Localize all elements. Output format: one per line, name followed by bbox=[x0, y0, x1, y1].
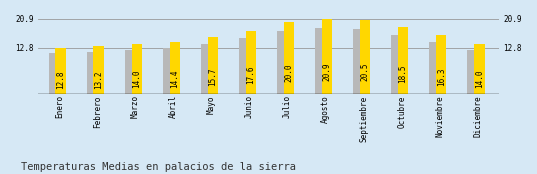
Bar bbox=[315, 28, 326, 94]
Text: 20.9: 20.9 bbox=[323, 62, 331, 81]
Bar bbox=[208, 37, 218, 94]
Text: 18.5: 18.5 bbox=[398, 65, 408, 83]
Text: 20.5: 20.5 bbox=[360, 63, 369, 81]
Bar bbox=[170, 42, 180, 94]
Bar bbox=[55, 48, 66, 94]
Bar bbox=[93, 46, 104, 94]
Text: 12.8: 12.8 bbox=[56, 71, 66, 89]
Bar bbox=[322, 19, 332, 94]
Bar bbox=[436, 35, 446, 94]
Bar bbox=[239, 38, 250, 94]
Bar bbox=[391, 35, 402, 94]
Bar bbox=[132, 44, 142, 94]
Text: 20.0: 20.0 bbox=[285, 63, 294, 82]
Bar bbox=[467, 50, 478, 94]
Bar bbox=[474, 44, 484, 94]
Bar bbox=[201, 44, 212, 94]
Text: 15.7: 15.7 bbox=[208, 68, 217, 86]
Bar bbox=[430, 42, 440, 94]
Bar bbox=[284, 22, 294, 94]
Text: 16.3: 16.3 bbox=[437, 67, 446, 86]
Bar bbox=[125, 50, 136, 94]
Bar bbox=[87, 52, 98, 94]
Bar bbox=[353, 29, 364, 94]
Bar bbox=[398, 27, 409, 94]
Text: 17.6: 17.6 bbox=[246, 66, 256, 84]
Text: 14.0: 14.0 bbox=[132, 70, 141, 88]
Bar bbox=[245, 31, 256, 94]
Text: 14.4: 14.4 bbox=[170, 69, 179, 88]
Bar bbox=[163, 48, 174, 94]
Bar bbox=[360, 20, 371, 94]
Text: 13.2: 13.2 bbox=[95, 70, 103, 89]
Text: 14.0: 14.0 bbox=[475, 70, 484, 88]
Text: Temperaturas Medias en palacios de la sierra: Temperaturas Medias en palacios de la si… bbox=[21, 162, 296, 172]
Bar bbox=[277, 31, 288, 94]
Bar bbox=[49, 53, 60, 94]
